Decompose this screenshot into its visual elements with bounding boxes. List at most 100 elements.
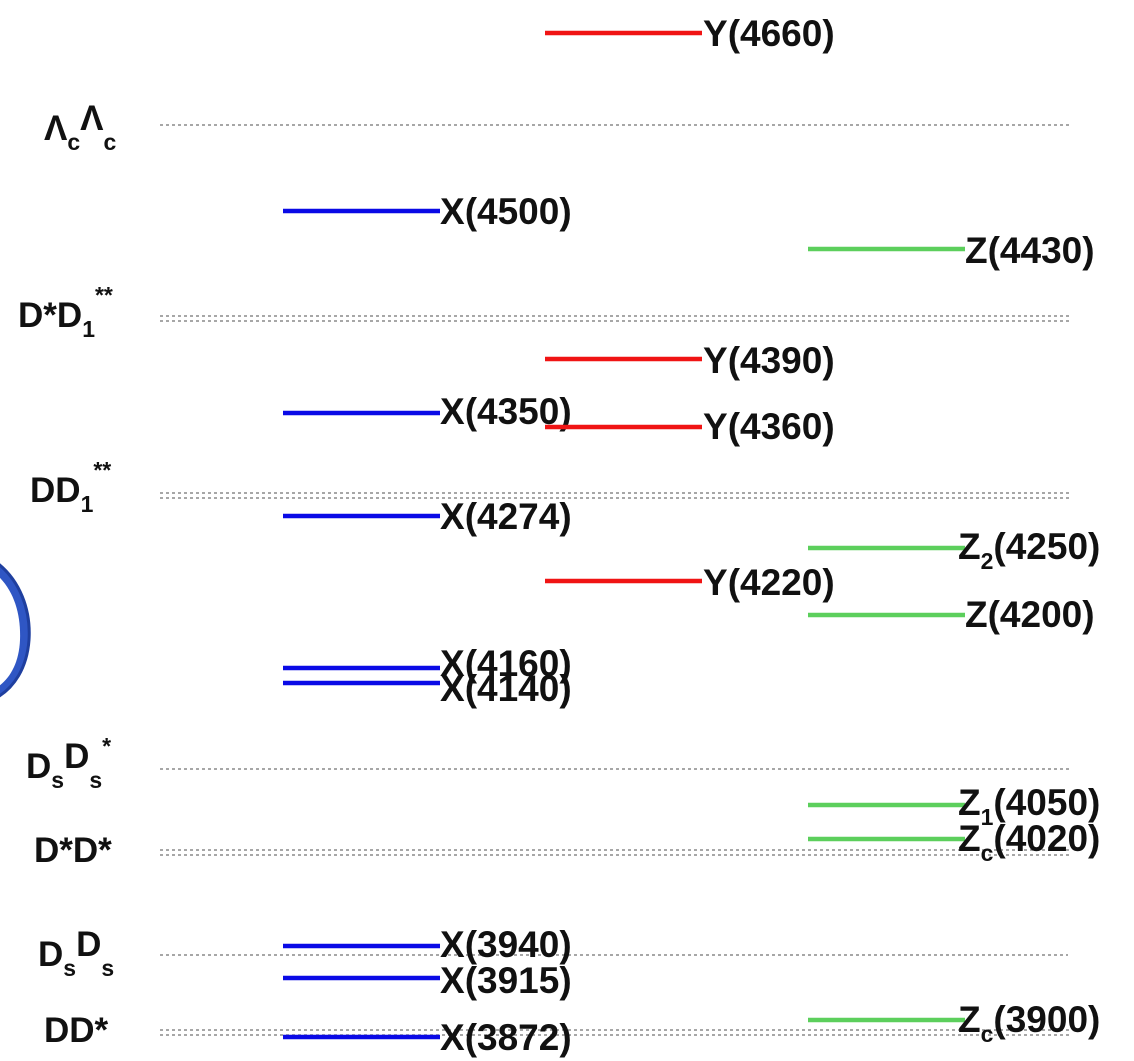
threshold-label: DsDs* [26,733,111,793]
threshold-dsds_star: D*D* [34,831,1072,870]
state-label: Zc(4020) [958,818,1100,866]
threshold-dsds: DsDs [38,925,1068,981]
state-label-name: Z [958,782,981,823]
state-x-level: X(4160) [283,643,572,684]
threshold-label-part: * [102,733,111,759]
state-label-name: Z [965,230,988,271]
threshold-label-part: s [63,955,76,981]
state-z-level: Z(4200) [808,594,1095,635]
state-label: X(4160) [440,643,572,684]
state-label: Z(4430) [965,230,1095,271]
state-label: Z2(4250) [958,526,1100,574]
state-label-name: Y [703,13,728,54]
threshold-label: DsDs [38,925,114,981]
state-label-mass: (4020) [993,818,1100,859]
state-label-name: X [440,668,465,709]
state-label-name: Y [703,562,728,603]
threshold-label-part: ** [93,457,111,483]
threshold-label-part: DD* [44,1011,109,1050]
state-label-subscript: c [981,840,994,866]
state-label-mass: (4274) [465,496,572,537]
threshold-label-part: c [67,129,80,155]
state-label-mass: (4200) [988,594,1095,635]
threshold-label-part: D [64,737,89,776]
state-label-name: X [440,643,465,684]
state-label-mass: (4140) [465,668,572,709]
state-label-name: Z [958,818,981,859]
state-label: Z(4200) [965,594,1095,635]
state-x-level: X(4274) [283,496,572,537]
state-label-name: Z [958,999,981,1040]
threshold-label-part: 1 [81,491,94,517]
state-label: Zc(3900) [958,999,1100,1047]
threshold-label-part: D [26,747,51,786]
state-label-mass: (4160) [465,643,572,684]
state-label-name: Z [958,526,981,567]
threshold-label: DD1 ** [30,457,111,517]
state-label-mass: (4500) [465,191,572,232]
state-label-subscript: 2 [981,548,994,574]
state-label: Y(4360) [703,406,835,447]
state-label-name: X [440,191,465,232]
state-z-level: Zc(4020) [808,818,1100,866]
state-label-name: X [440,960,465,1001]
state-label: X(4350) [440,391,572,432]
threshold-dd1: DD1 ** [30,457,1072,517]
state-label: Y(4390) [703,340,835,381]
threshold-label-part: D [38,935,63,974]
state-x-level: X(4140) [283,668,572,709]
threshold-dsdss: DsDs* [26,733,1072,793]
state-y-level: Y(4390) [545,340,835,381]
state-x-level: X(3915) [283,960,572,1001]
state-label: Z1(4050) [958,782,1100,830]
threshold-label-part: Λ [80,99,104,138]
threshold-label-part: D [76,925,101,964]
state-label-mass: (3915) [465,960,572,1001]
threshold-label-part: s [101,955,114,981]
threshold-label: D*D* [34,831,112,870]
threshold-label: D*D1** [18,282,113,342]
state-label-name: Y [703,340,728,381]
state-y-level: Y(4360) [545,406,835,447]
state-label-subscript: 1 [981,804,994,830]
state-label-name: X [440,391,465,432]
state-z-level: Z2(4250) [808,526,1100,574]
state-y-level: Y(4220) [545,562,835,603]
state-label-mass: (3872) [465,1017,572,1058]
threshold-label: DD* [44,1011,109,1050]
state-label-mass: (4430) [988,230,1095,271]
state-label: X(4500) [440,191,572,232]
threshold-label-part: s [89,767,102,793]
decorative-arc-inner [0,578,21,686]
threshold-label-part: DD [30,471,81,510]
threshold-label-part: s [51,767,64,793]
state-z-level: Z(4430) [808,230,1095,271]
threshold-lclc: ΛcΛc [44,99,1072,155]
state-label-mass: (4220) [728,562,835,603]
threshold-label-part: ** [95,282,113,308]
state-x-level: X(4500) [283,191,572,232]
state-label-name: X [440,496,465,537]
state-label-name: Y [703,406,728,447]
threshold-label-part: D*D* [34,831,112,870]
threshold-label: ΛcΛc [44,99,117,155]
threshold-label-part: c [104,129,117,155]
threshold-dsd1: D*D1** [18,282,1072,342]
state-label-mass: (4250) [993,526,1100,567]
state-x-level: X(3940) [283,924,572,965]
state-label: X(4140) [440,668,572,709]
state-x-level: X(4350) [283,391,572,432]
state-levels: Y(4660)X(4500)Z(4430)Y(4390)X(4350) Y(436… [283,13,1100,1058]
state-label-name: X [440,1017,465,1058]
state-label: X(4274) [440,496,572,537]
state-label-subscript: c [981,1021,994,1047]
state-label-mass: (3900) [993,999,1100,1040]
threshold-label-part: Λ [44,109,68,148]
state-label-name: X [440,924,465,965]
state-x-level: X(3872) [283,1017,572,1058]
state-label: Y(4660) [703,13,835,54]
state-label-name: Z [965,594,988,635]
state-y-level: Y(4660) [545,13,835,54]
state-label: X(3872) [440,1017,572,1058]
